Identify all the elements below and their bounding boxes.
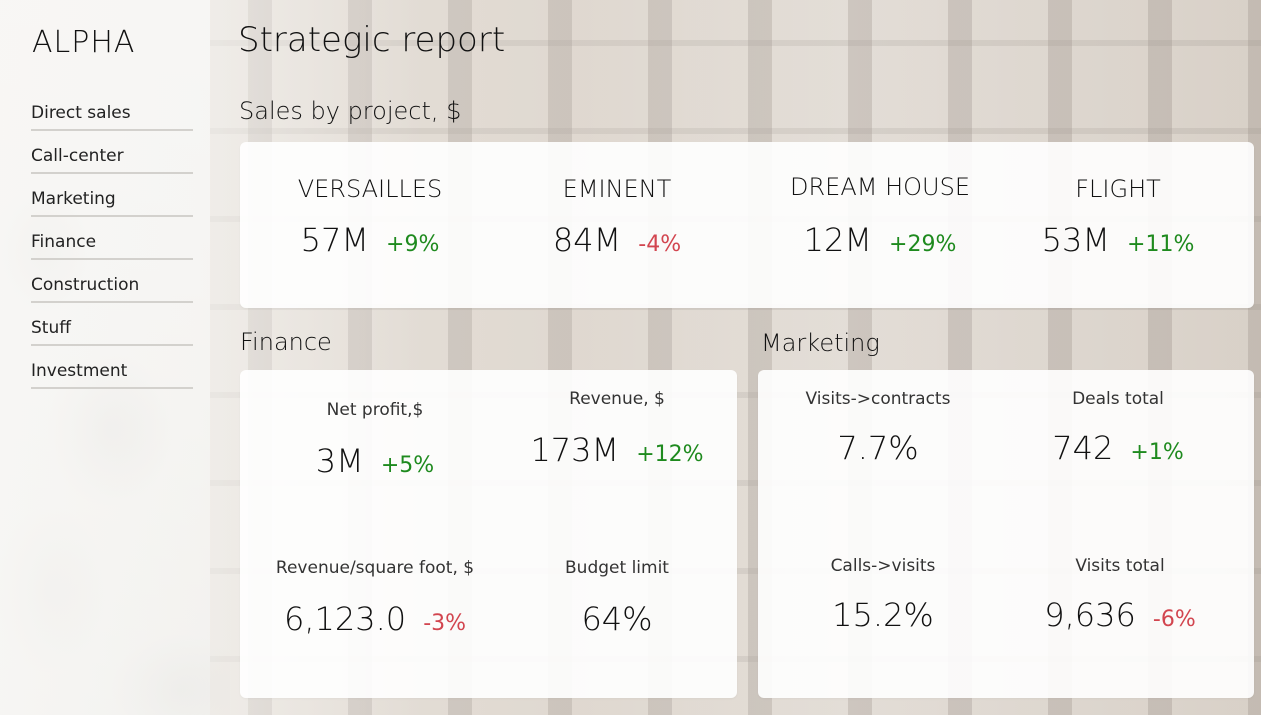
- metric-value: 64%: [581, 600, 653, 638]
- project-name: FLIGHT: [1075, 175, 1161, 203]
- sidebar-item-marketing[interactable]: Marketing: [31, 184, 193, 217]
- metric-label: Budget limit: [565, 558, 669, 578]
- metric-label: Net profit,$: [326, 400, 424, 420]
- metric-visits-to-contracts[interactable]: Visits->contracts 7.7%: [763, 389, 993, 467]
- metric-delta: +5%: [380, 453, 435, 478]
- metric-label: Revenue, $: [569, 389, 665, 409]
- metric-delta: +1%: [1130, 440, 1184, 465]
- metric-value: 742: [1052, 429, 1114, 467]
- sidebar-item-stuff[interactable]: Stuff: [31, 313, 193, 346]
- sidebar-item-construction[interactable]: Construction: [31, 270, 193, 303]
- metric-value: 3M: [315, 442, 364, 480]
- metric-net-profit[interactable]: Net profit,$ 3M +5%: [260, 400, 490, 480]
- sidebar-item-call-center[interactable]: Call-center: [31, 141, 193, 174]
- metric-label: Calls->visits: [830, 556, 936, 576]
- metric-revenue[interactable]: Revenue, $ 173M +12%: [502, 389, 732, 469]
- metric-label: Deals total: [1072, 389, 1164, 409]
- project-value: 57M: [300, 221, 369, 259]
- project-name: VERSAILLES: [297, 175, 443, 203]
- project-delta: +11%: [1127, 232, 1195, 257]
- brand-logo: ALPHA: [32, 25, 136, 60]
- sidebar-item-investment[interactable]: Investment: [31, 356, 193, 389]
- metric-calls-to-visits[interactable]: Calls->visits 15.2%: [768, 556, 998, 634]
- project-delta: +29%: [889, 232, 957, 257]
- metric-revenue-per-square-foot[interactable]: Revenue/square foot, $ 6,123.0 -3%: [250, 558, 500, 638]
- metric-visits-total[interactable]: Visits total 9,636 -6%: [1005, 556, 1235, 634]
- metric-label: Visits total: [1075, 556, 1165, 576]
- project-delta: +9%: [386, 232, 440, 257]
- project-name: EMINENT: [562, 175, 672, 203]
- metric-delta: -3%: [423, 611, 467, 636]
- metric-value: 15.2%: [832, 596, 934, 634]
- project-eminent[interactable]: EMINENT 84M -4%: [517, 175, 717, 259]
- metric-value: 6,123.0: [283, 600, 407, 638]
- sales-section-title: Sales by project, $: [239, 97, 462, 125]
- project-name: DREAM HOUSE: [790, 173, 970, 201]
- finance-section-title: Finance: [240, 328, 332, 356]
- marketing-section-title: Marketing: [761, 329, 880, 357]
- project-dream-house[interactable]: DREAM HOUSE 12M +29%: [770, 173, 990, 259]
- marketing-card: Visits->contracts 7.7% Deals total 742 +…: [758, 370, 1254, 698]
- project-flight[interactable]: FLIGHT 53M +11%: [1018, 175, 1218, 259]
- metric-value: 7.7%: [837, 429, 919, 467]
- metric-value: 9,636: [1044, 596, 1136, 634]
- page-title: Strategic report: [238, 20, 506, 60]
- sidebar-nav: Direct sales Call-center Marketing Finan…: [31, 98, 193, 399]
- metric-label: Revenue/square foot, $: [275, 558, 475, 578]
- metric-budget-limit[interactable]: Budget limit 64%: [502, 558, 732, 638]
- sidebar-item-direct-sales[interactable]: Direct sales: [31, 98, 193, 131]
- metric-delta: -6%: [1152, 607, 1196, 632]
- metric-label: Visits->contracts: [805, 389, 951, 409]
- project-versailles[interactable]: VERSAILLES 57M +9%: [270, 175, 470, 259]
- project-value: 12M: [803, 221, 872, 259]
- project-value: 53M: [1041, 221, 1110, 259]
- metric-deals-total[interactable]: Deals total 742 +1%: [1003, 389, 1233, 467]
- sidebar-item-finance[interactable]: Finance: [31, 227, 193, 260]
- sales-card: VERSAILLES 57M +9% EMINENT 84M -4% DREAM…: [240, 142, 1254, 308]
- project-value: 84M: [552, 221, 622, 259]
- project-delta: -4%: [638, 232, 682, 257]
- metric-value: 173M: [530, 431, 620, 469]
- metric-delta: +12%: [636, 442, 704, 467]
- finance-card: Net profit,$ 3M +5% Revenue, $ 173M +12%…: [240, 370, 737, 698]
